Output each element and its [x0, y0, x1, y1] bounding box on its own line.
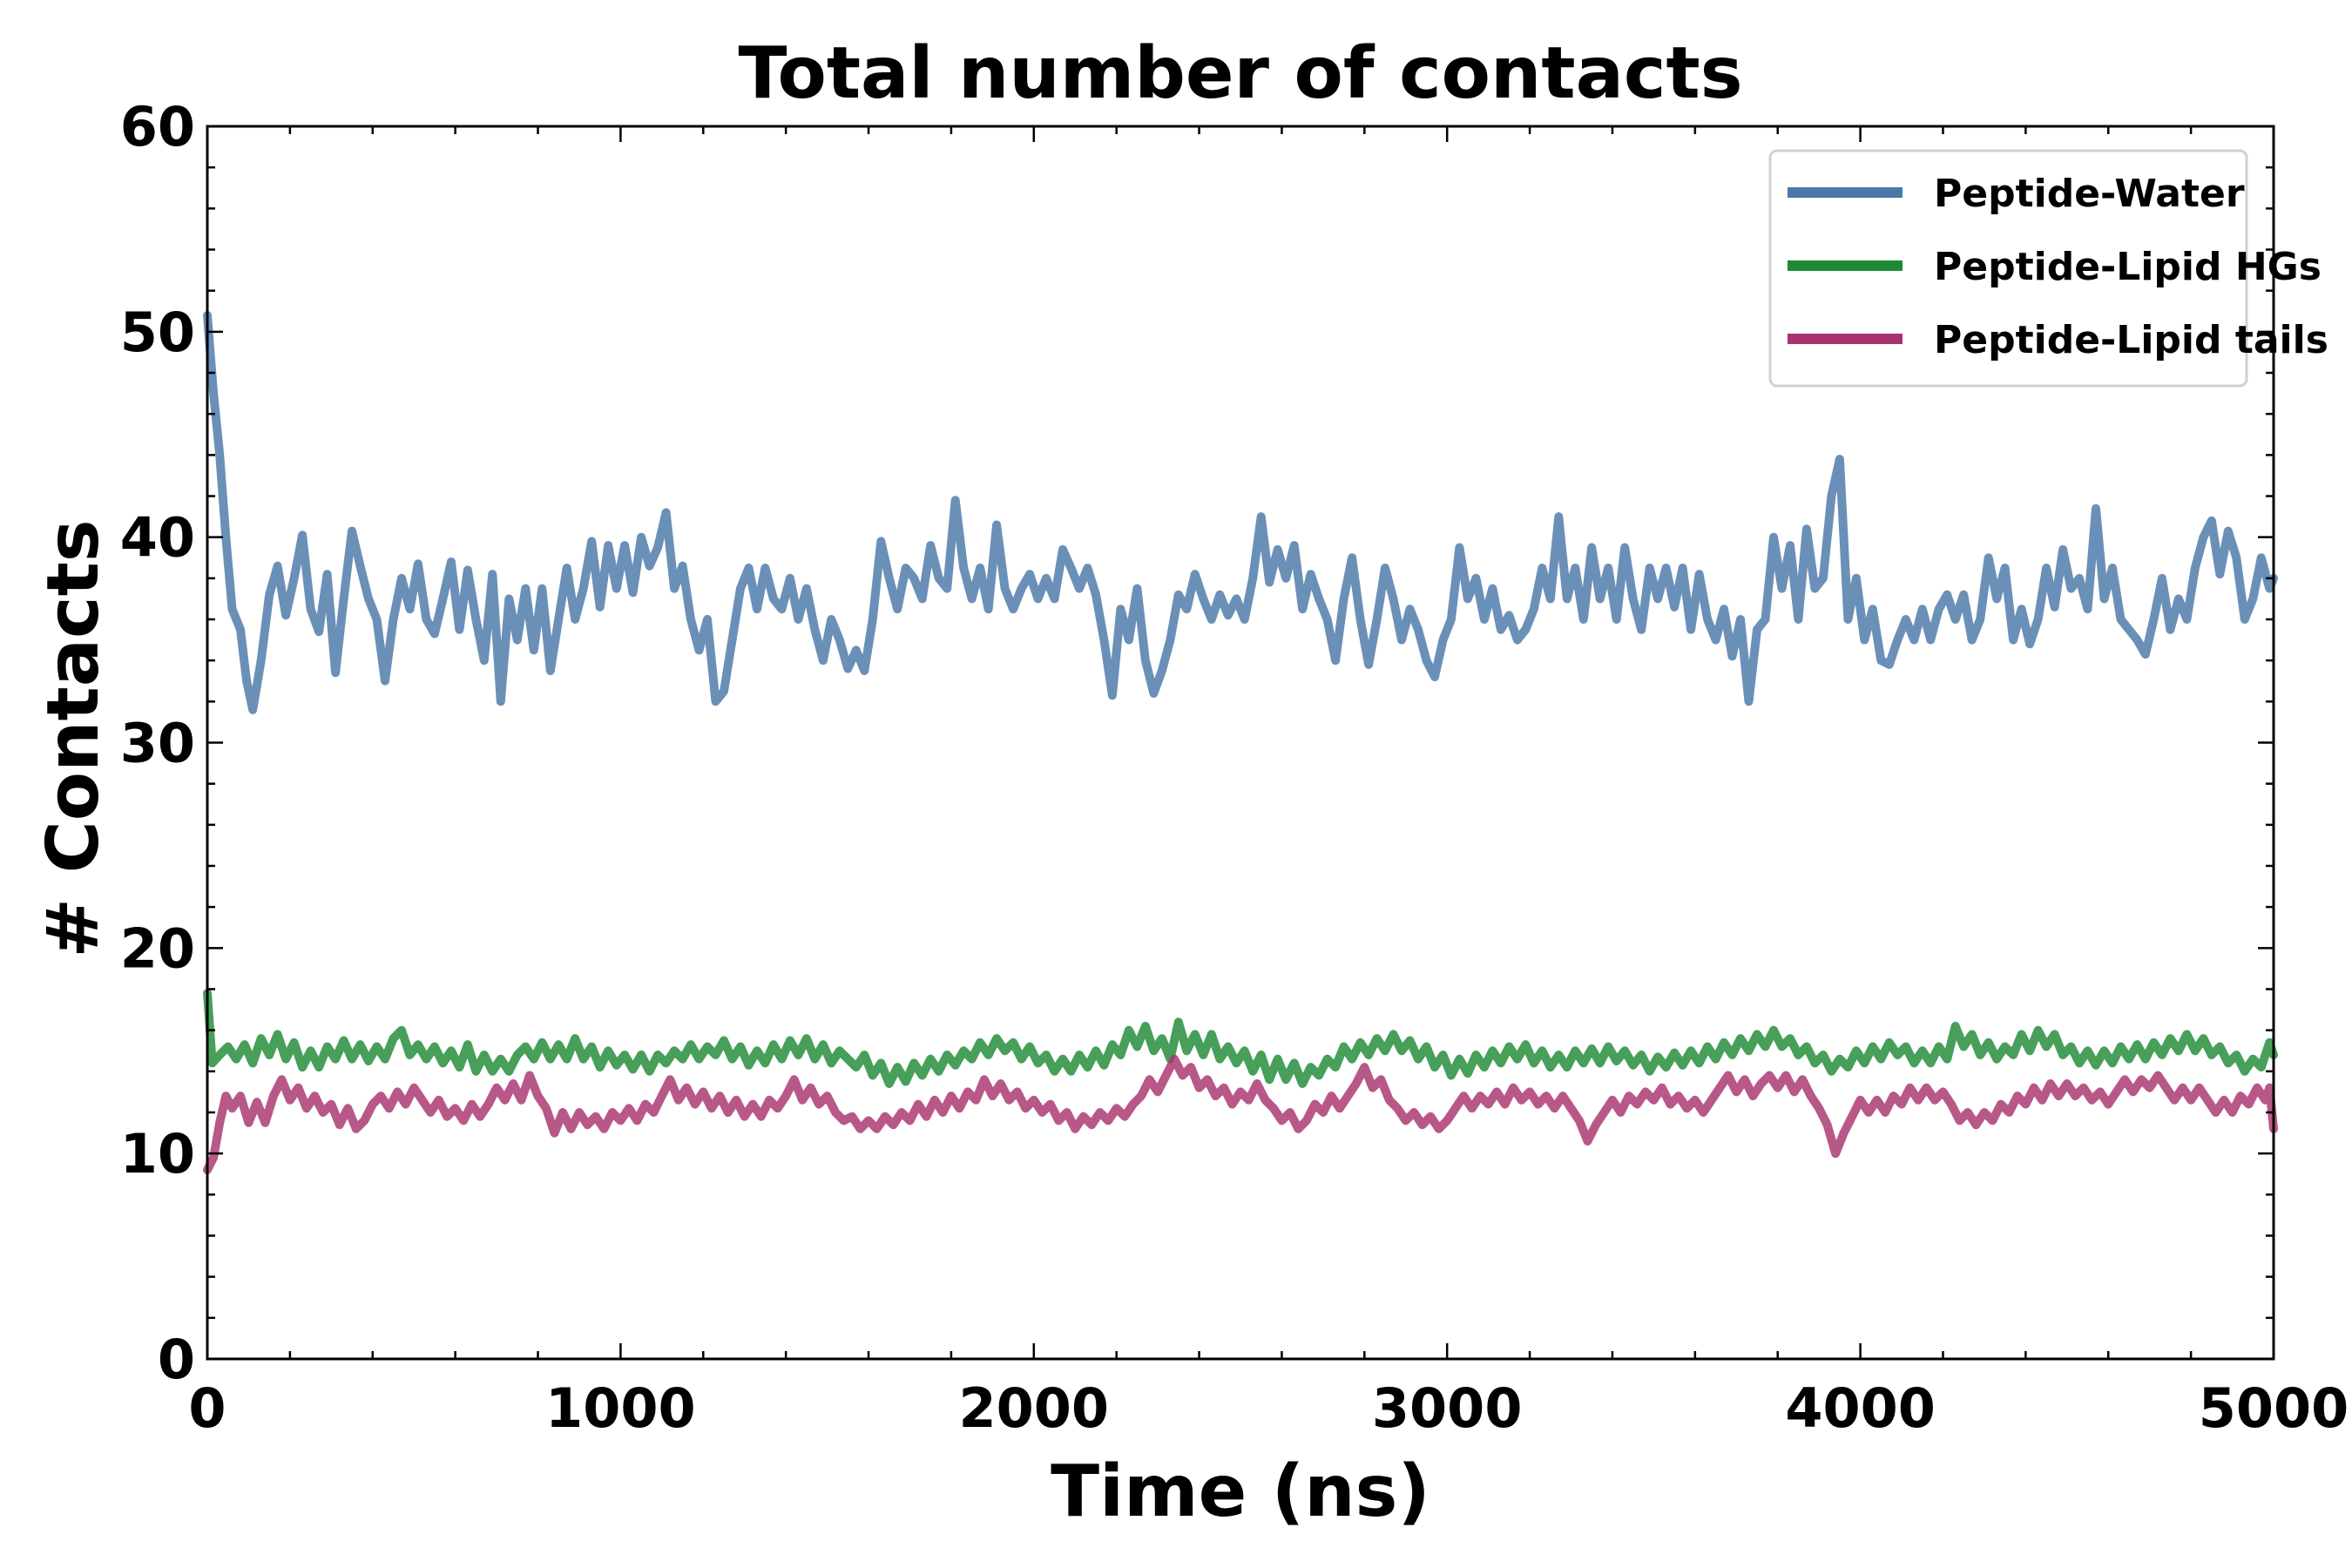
y-tick-label: 50 — [120, 301, 195, 364]
series-line-3 — [203, 1054, 2278, 1174]
y-tick-label: 40 — [120, 506, 195, 570]
series-layer — [203, 311, 2278, 1174]
series-line-1 — [203, 311, 2278, 714]
y-tick-label: 30 — [120, 712, 195, 775]
x-tick-label: 2000 — [959, 1376, 1110, 1440]
ticks-layer: 0 1000 2000 3000 4000 5000 0 10 20 30 40 50 60 — [120, 95, 2349, 1440]
plot-frame — [206, 125, 2275, 1361]
legend-box — [1768, 149, 2248, 388]
y-tick-label: 10 — [120, 1122, 195, 1186]
legend: Peptide-Water Peptide-Lipid HGs Peptide-Li… — [1768, 149, 2328, 388]
y-tick-label: 60 — [120, 95, 195, 159]
legend-label-3: Peptide-Lipid tails — [1934, 318, 2328, 362]
y-tick-label: 20 — [120, 916, 195, 980]
x-tick-label: 3000 — [1372, 1376, 1523, 1440]
legend-label-2: Peptide-Lipid HGs — [1934, 245, 2322, 289]
legend-label-1: Peptide-Water — [1934, 172, 2245, 216]
x-tick-label: 4000 — [1785, 1376, 1936, 1440]
x-axis-label: Time (ns) — [1051, 1450, 1430, 1533]
y-tick-label: 0 — [158, 1328, 195, 1391]
x-tick-label: 0 — [188, 1376, 226, 1440]
series-line-2 — [203, 989, 2278, 1088]
chart-title: Total number of contacts — [738, 32, 1742, 115]
x-tick-label: 1000 — [545, 1376, 696, 1440]
y-axis-label: # Contacts — [32, 519, 115, 957]
x-tick-label: 5000 — [2199, 1376, 2349, 1440]
